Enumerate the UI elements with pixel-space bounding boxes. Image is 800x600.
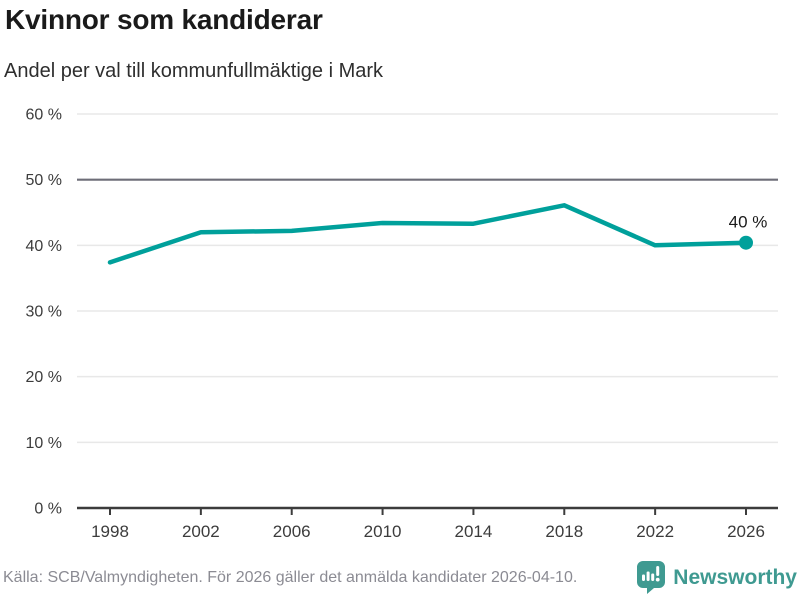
newsworthy-logo-icon [637,561,666,594]
exclamation-bar [656,566,660,576]
x-axis-label: 2010 [364,522,402,541]
y-axis-label: 60 % [26,107,62,124]
y-axis-label: 40 % [26,238,62,255]
y-axis-label: 20 % [26,369,62,386]
trend-line [107,203,749,265]
bar-chart-glyph [642,566,660,582]
x-axis-label: 2026 [727,522,765,541]
x-axis-label: 2022 [636,522,674,541]
chart-subtitle: Andel per val till kommunfullmäktige i M… [4,60,384,82]
y-axis-label: 0 % [34,501,62,518]
end-point-label: 40 % [729,213,768,232]
x-axis-label: 2018 [545,522,583,541]
exclamation-dot [656,577,660,582]
y-axis-label: 30 % [26,304,62,321]
source-note: Källa: SCB/Valmyndigheten. För 2026 gäll… [3,568,578,586]
speech-bubble-shape [637,561,666,594]
chart-title: Kvinnor som kandiderar [5,4,323,35]
x-axis-label: 2014 [455,522,493,541]
footer: Källa: SCB/Valmyndigheten. För 2026 gäll… [0,561,800,594]
brand: Newsworthy [637,561,797,594]
x-axis-label: 1998 [91,522,129,541]
end-point-dot [739,235,753,250]
y-axis-label: 50 % [26,172,62,189]
brand-name: Newsworthy [673,565,797,589]
x-axis-label: 2002 [182,522,220,541]
x-axis-label: 2006 [273,522,311,541]
y-axis-label: 10 % [26,435,62,452]
